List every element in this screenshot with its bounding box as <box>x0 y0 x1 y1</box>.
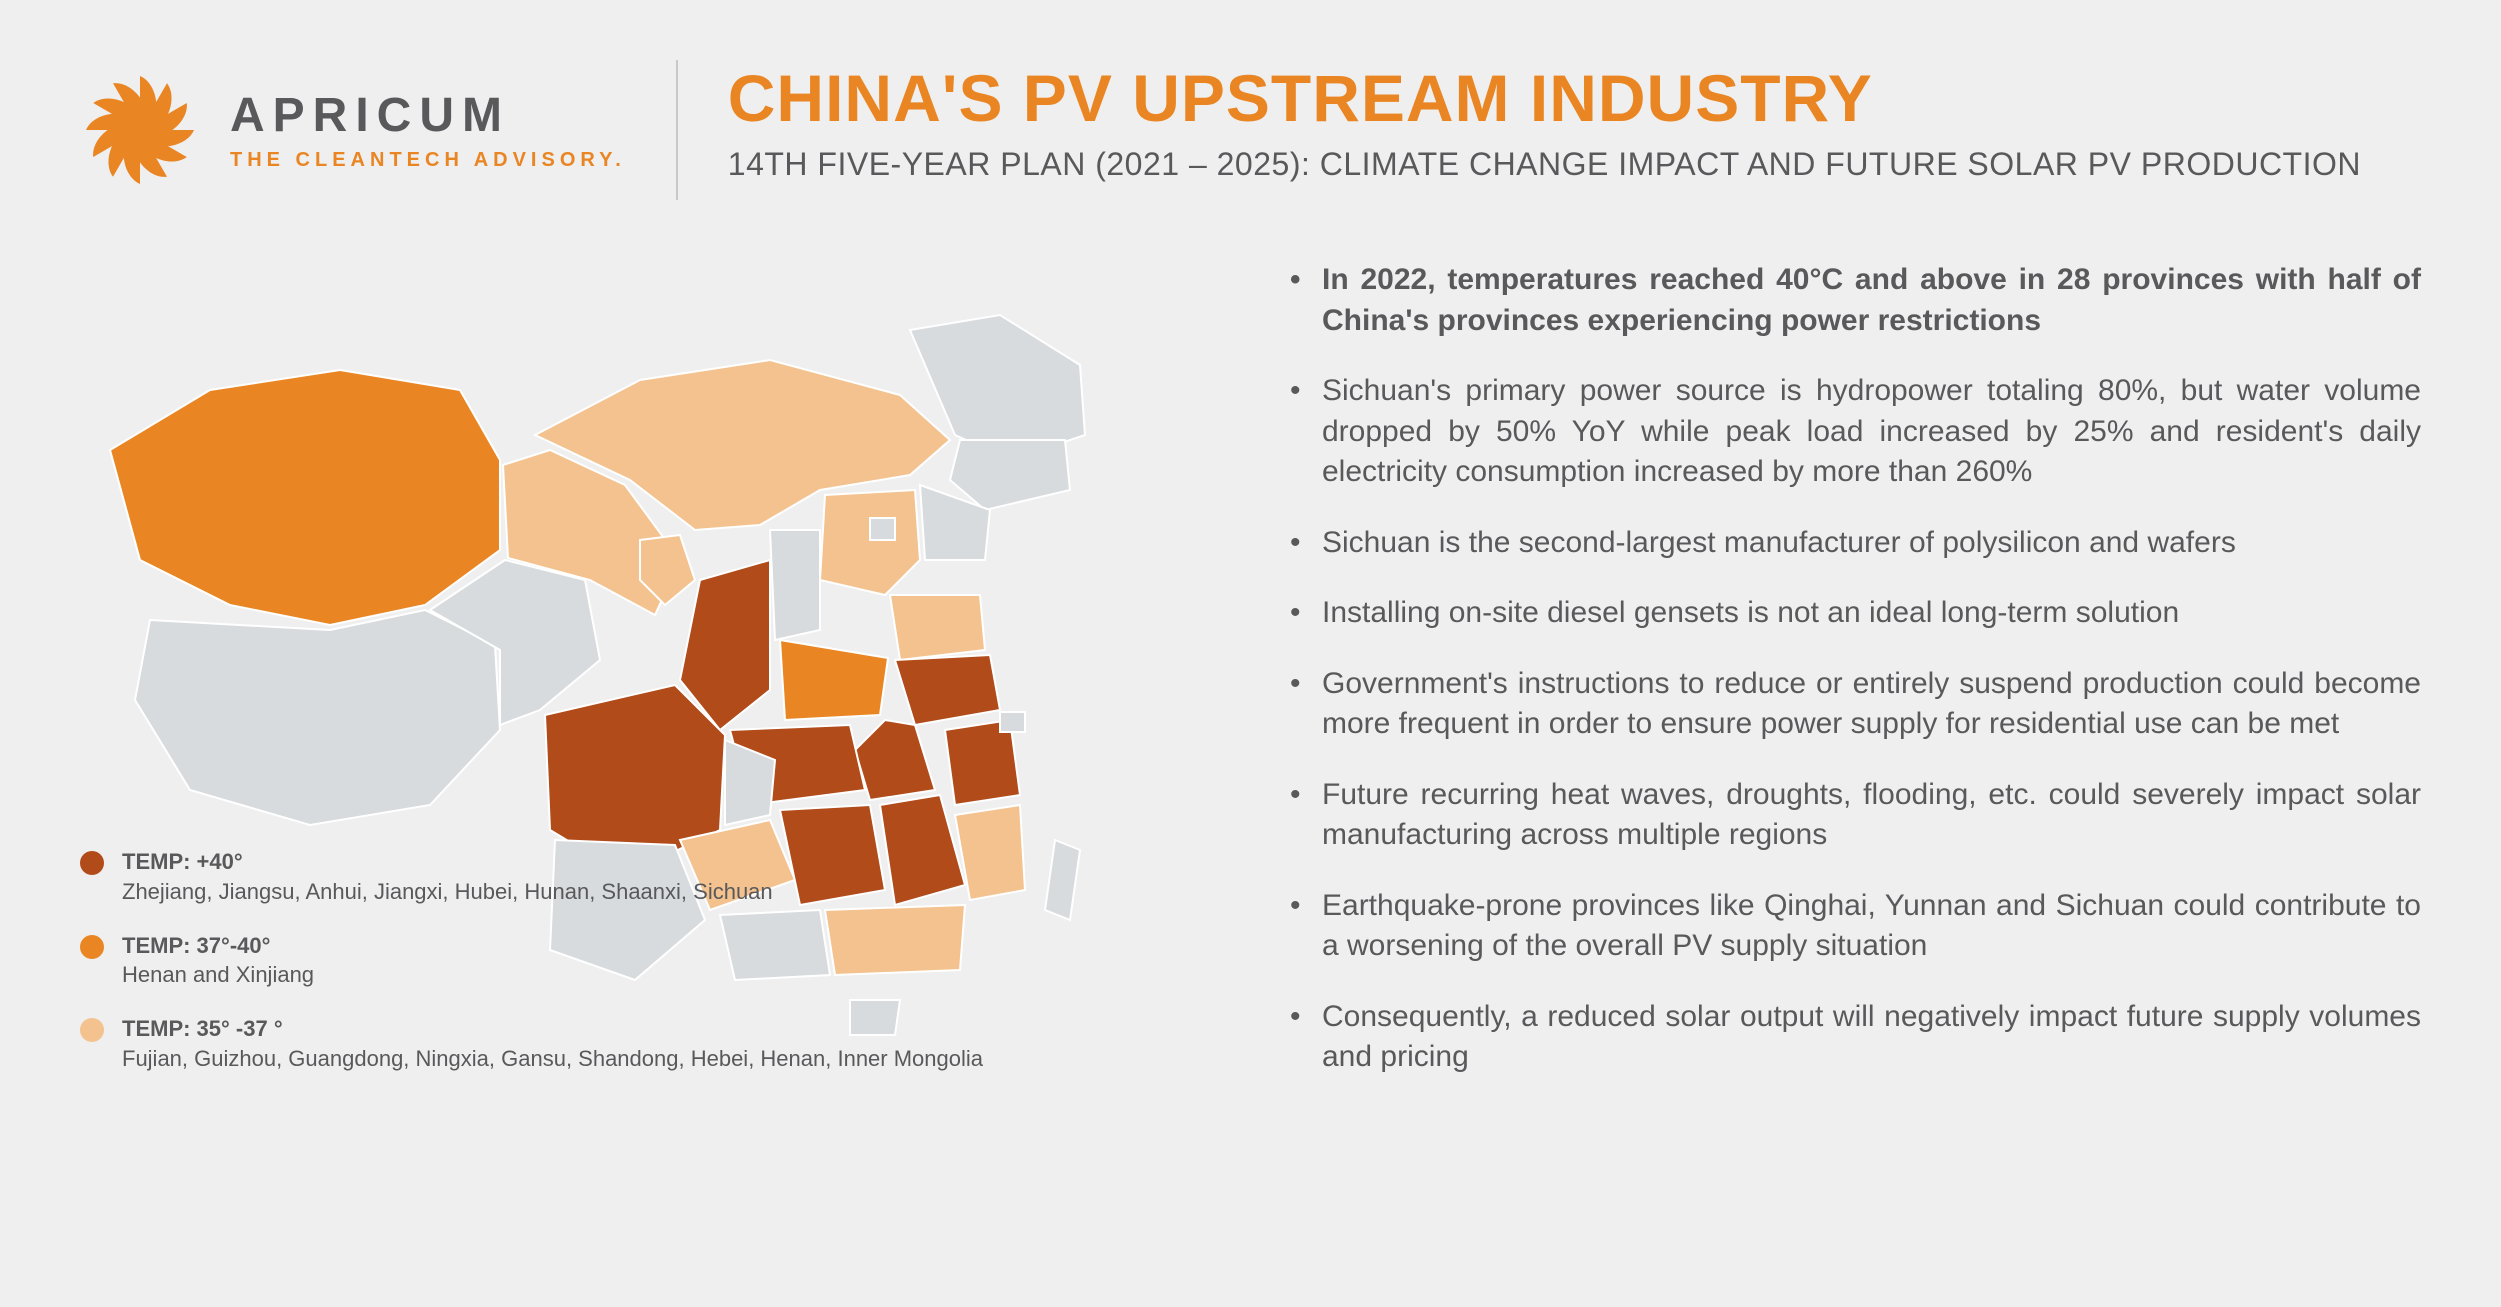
bullet-item: Installing on-site diesel gensets is not… <box>1290 593 2421 634</box>
bullet-item: Future recurring heat waves, droughts, f… <box>1290 775 2421 856</box>
province-shanghai <box>1000 712 1025 732</box>
bullets-panel: In 2022, temperatures reached 40°C and a… <box>1230 260 2421 1108</box>
bullet-list: In 2022, temperatures reached 40°C and a… <box>1290 260 2421 1078</box>
bullet-text: In 2022, temperatures reached 40°C and a… <box>1322 263 2421 337</box>
province-anhui <box>855 720 935 800</box>
bullet-item: Sichuan is the second-largest manufactur… <box>1290 523 2421 564</box>
page-subtitle: 14TH FIVE-YEAR PLAN (2021 – 2025): CLIMA… <box>728 146 2361 183</box>
legend-item-mid: TEMP: 37°-40° Henan and Xinjiang <box>80 931 983 990</box>
legend-provinces-low: Fujian, Guizhou, Guangdong, Ningxia, Gan… <box>122 1044 983 1074</box>
apricum-logo-icon <box>80 70 200 190</box>
province-tibet <box>135 610 500 825</box>
bullet-text: Future recurring heat waves, droughts, f… <box>1322 778 2421 852</box>
province-hebei <box>820 490 920 595</box>
page-title: CHINA'S PV UPSTREAM INDUSTRY <box>728 60 2361 136</box>
bullet-text: Sichuan's primary power source is hydrop… <box>1322 374 2421 488</box>
bullet-text: Earthquake-prone provinces like Qinghai,… <box>1322 889 2421 963</box>
logo-text: APRICUM THE CLEANTECH ADVISORY. <box>230 88 626 172</box>
legend-provinces-high: Zhejiang, Jiangsu, Anhui, Jiangxi, Hubei… <box>122 877 773 907</box>
brand-tagline: THE CLEANTECH ADVISORY. <box>230 149 626 172</box>
legend-label-high: TEMP: +40° <box>122 847 773 877</box>
bullet-item: Consequently, a reduced solar output wil… <box>1290 997 2421 1078</box>
map-legend: TEMP: +40° Zhejiang, Jiangsu, Anhui, Jia… <box>80 847 983 1097</box>
bullet-item: Government's instructions to reduce or e… <box>1290 664 2421 745</box>
content: TEMP: +40° Zhejiang, Jiangsu, Anhui, Jia… <box>80 240 2421 1108</box>
province-shandong <box>890 595 985 660</box>
bullet-item: Earthquake-prone provinces like Qinghai,… <box>1290 886 2421 967</box>
province-jiangsu <box>895 655 1000 725</box>
map-panel: TEMP: +40° Zhejiang, Jiangsu, Anhui, Jia… <box>80 260 1230 1108</box>
legend-label-mid: TEMP: 37°-40° <box>122 931 314 961</box>
title-block: CHINA'S PV UPSTREAM INDUSTRY 14TH FIVE-Y… <box>678 60 2361 183</box>
bullet-text: Installing on-site diesel gensets is not… <box>1322 596 2179 629</box>
province-jilin <box>950 440 1070 510</box>
legend-swatch-low <box>80 1018 104 1042</box>
legend-label-low: TEMP: 35° -37 ° <box>122 1014 983 1044</box>
header: APRICUM THE CLEANTECH ADVISORY. CHINA'S … <box>80 60 2421 200</box>
logo-block: APRICUM THE CLEANTECH ADVISORY. <box>80 60 678 200</box>
legend-swatch-mid <box>80 935 104 959</box>
legend-provinces-mid: Henan and Xinjiang <box>122 960 314 990</box>
bullet-item: In 2022, temperatures reached 40°C and a… <box>1290 260 2421 341</box>
legend-item-high: TEMP: +40° Zhejiang, Jiangsu, Anhui, Jia… <box>80 847 983 906</box>
bullet-text: Consequently, a reduced solar output wil… <box>1322 1000 2421 1074</box>
legend-item-low: TEMP: 35° -37 ° Fujian, Guizhou, Guangdo… <box>80 1014 983 1073</box>
brand-name: APRICUM <box>230 88 626 143</box>
bullet-text: Government's instructions to reduce or e… <box>1322 667 2421 741</box>
province-taiwan <box>1045 840 1080 920</box>
province-henan <box>780 640 888 720</box>
legend-swatch-high <box>80 851 104 875</box>
province-beijing <box>870 518 895 540</box>
bullet-text: Sichuan is the second-largest manufactur… <box>1322 526 2236 559</box>
bullet-item: Sichuan's primary power source is hydrop… <box>1290 371 2421 493</box>
province-shanxi <box>770 530 820 640</box>
province-xinjiang <box>110 370 500 625</box>
